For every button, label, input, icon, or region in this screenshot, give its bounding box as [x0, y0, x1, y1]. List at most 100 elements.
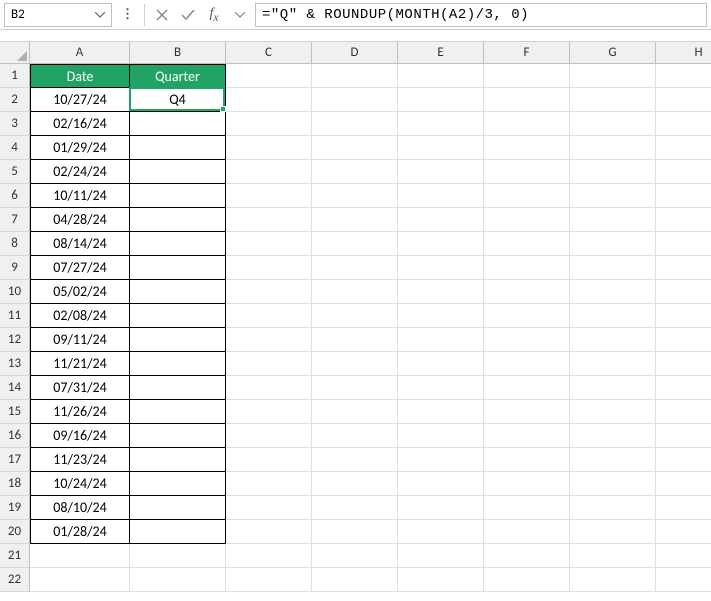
- cell-H13[interactable]: [656, 352, 711, 376]
- cell-C20[interactable]: [226, 520, 312, 544]
- cell-C18[interactable]: [226, 472, 312, 496]
- cell-A13[interactable]: 11/21/24: [30, 352, 130, 376]
- cell-G10[interactable]: [570, 280, 656, 304]
- cell-G21[interactable]: [570, 544, 656, 568]
- cell-E8[interactable]: [398, 232, 484, 256]
- cell-A21[interactable]: [30, 544, 130, 568]
- cell-F15[interactable]: [484, 400, 570, 424]
- cell-D6[interactable]: [312, 184, 398, 208]
- cell-D14[interactable]: [312, 376, 398, 400]
- cell-B3[interactable]: [130, 112, 226, 136]
- cell-D16[interactable]: [312, 424, 398, 448]
- expand-button[interactable]: ⋮: [116, 4, 138, 26]
- cell-B20[interactable]: [130, 520, 226, 544]
- cell-D9[interactable]: [312, 256, 398, 280]
- cell-B22[interactable]: [130, 568, 226, 592]
- cell-H21[interactable]: [656, 544, 711, 568]
- cell-D4[interactable]: [312, 136, 398, 160]
- cell-G5[interactable]: [570, 160, 656, 184]
- cell-C4[interactable]: [226, 136, 312, 160]
- cell-F8[interactable]: [484, 232, 570, 256]
- cell-F1[interactable]: [484, 64, 570, 88]
- cell-F18[interactable]: [484, 472, 570, 496]
- row-header-19[interactable]: 19: [0, 496, 30, 520]
- cell-E2[interactable]: [398, 88, 484, 112]
- cell-E21[interactable]: [398, 544, 484, 568]
- cell-B17[interactable]: [130, 448, 226, 472]
- row-header-20[interactable]: 20: [0, 520, 30, 544]
- cell-G8[interactable]: [570, 232, 656, 256]
- cell-F22[interactable]: [484, 568, 570, 592]
- cell-D22[interactable]: [312, 568, 398, 592]
- cell-E3[interactable]: [398, 112, 484, 136]
- cell-H10[interactable]: [656, 280, 711, 304]
- cell-C8[interactable]: [226, 232, 312, 256]
- cell-D11[interactable]: [312, 304, 398, 328]
- cell-H12[interactable]: [656, 328, 711, 352]
- cell-H6[interactable]: [656, 184, 711, 208]
- cell-G7[interactable]: [570, 208, 656, 232]
- cell-B9[interactable]: [130, 256, 226, 280]
- cell-A19[interactable]: 08/10/24: [30, 496, 130, 520]
- cell-H2[interactable]: [656, 88, 711, 112]
- cell-A7[interactable]: 04/28/24: [30, 208, 130, 232]
- cell-H17[interactable]: [656, 448, 711, 472]
- cell-D15[interactable]: [312, 400, 398, 424]
- cell-A20[interactable]: 01/28/24: [30, 520, 130, 544]
- cell-E22[interactable]: [398, 568, 484, 592]
- cell-H20[interactable]: [656, 520, 711, 544]
- cell-C1[interactable]: [226, 64, 312, 88]
- cell-E19[interactable]: [398, 496, 484, 520]
- cell-A3[interactable]: 02/16/24: [30, 112, 130, 136]
- cell-D2[interactable]: [312, 88, 398, 112]
- cell-F7[interactable]: [484, 208, 570, 232]
- cell-C5[interactable]: [226, 160, 312, 184]
- cell-C13[interactable]: [226, 352, 312, 376]
- cell-H18[interactable]: [656, 472, 711, 496]
- cell-B11[interactable]: [130, 304, 226, 328]
- header-cell-quarter[interactable]: Quarter: [130, 64, 226, 88]
- cell-F12[interactable]: [484, 328, 570, 352]
- header-cell-date[interactable]: Date: [30, 64, 130, 88]
- cell-H8[interactable]: [656, 232, 711, 256]
- cell-F14[interactable]: [484, 376, 570, 400]
- column-header-f[interactable]: F: [484, 42, 570, 64]
- row-header-2[interactable]: 2: [0, 88, 30, 112]
- cell-E15[interactable]: [398, 400, 484, 424]
- cell-G15[interactable]: [570, 400, 656, 424]
- cell-D12[interactable]: [312, 328, 398, 352]
- row-header-3[interactable]: 3: [0, 112, 30, 136]
- cell-E4[interactable]: [398, 136, 484, 160]
- cell-E13[interactable]: [398, 352, 484, 376]
- column-header-b[interactable]: B: [130, 42, 226, 64]
- cell-A17[interactable]: 11/23/24: [30, 448, 130, 472]
- cell-C10[interactable]: [226, 280, 312, 304]
- cell-B6[interactable]: [130, 184, 226, 208]
- row-header-10[interactable]: 10: [0, 280, 30, 304]
- row-header-4[interactable]: 4: [0, 136, 30, 160]
- cancel-icon[interactable]: [151, 4, 173, 26]
- column-header-a[interactable]: A: [30, 42, 130, 64]
- cell-A11[interactable]: 02/08/24: [30, 304, 130, 328]
- row-header-21[interactable]: 21: [0, 544, 30, 568]
- cell-E20[interactable]: [398, 520, 484, 544]
- cell-E9[interactable]: [398, 256, 484, 280]
- row-header-22[interactable]: 22: [0, 568, 30, 592]
- cell-A2[interactable]: 10/27/24: [30, 88, 130, 112]
- cell-E12[interactable]: [398, 328, 484, 352]
- cell-G2[interactable]: [570, 88, 656, 112]
- cell-C9[interactable]: [226, 256, 312, 280]
- row-header-17[interactable]: 17: [0, 448, 30, 472]
- cell-G4[interactable]: [570, 136, 656, 160]
- row-header-8[interactable]: 8: [0, 232, 30, 256]
- cell-E7[interactable]: [398, 208, 484, 232]
- cell-C21[interactable]: [226, 544, 312, 568]
- name-box[interactable]: B2: [4, 3, 112, 27]
- cell-G12[interactable]: [570, 328, 656, 352]
- cell-C2[interactable]: [226, 88, 312, 112]
- cell-B7[interactable]: [130, 208, 226, 232]
- cell-H5[interactable]: [656, 160, 711, 184]
- cell-H4[interactable]: [656, 136, 711, 160]
- cell-B4[interactable]: [130, 136, 226, 160]
- row-header-13[interactable]: 13: [0, 352, 30, 376]
